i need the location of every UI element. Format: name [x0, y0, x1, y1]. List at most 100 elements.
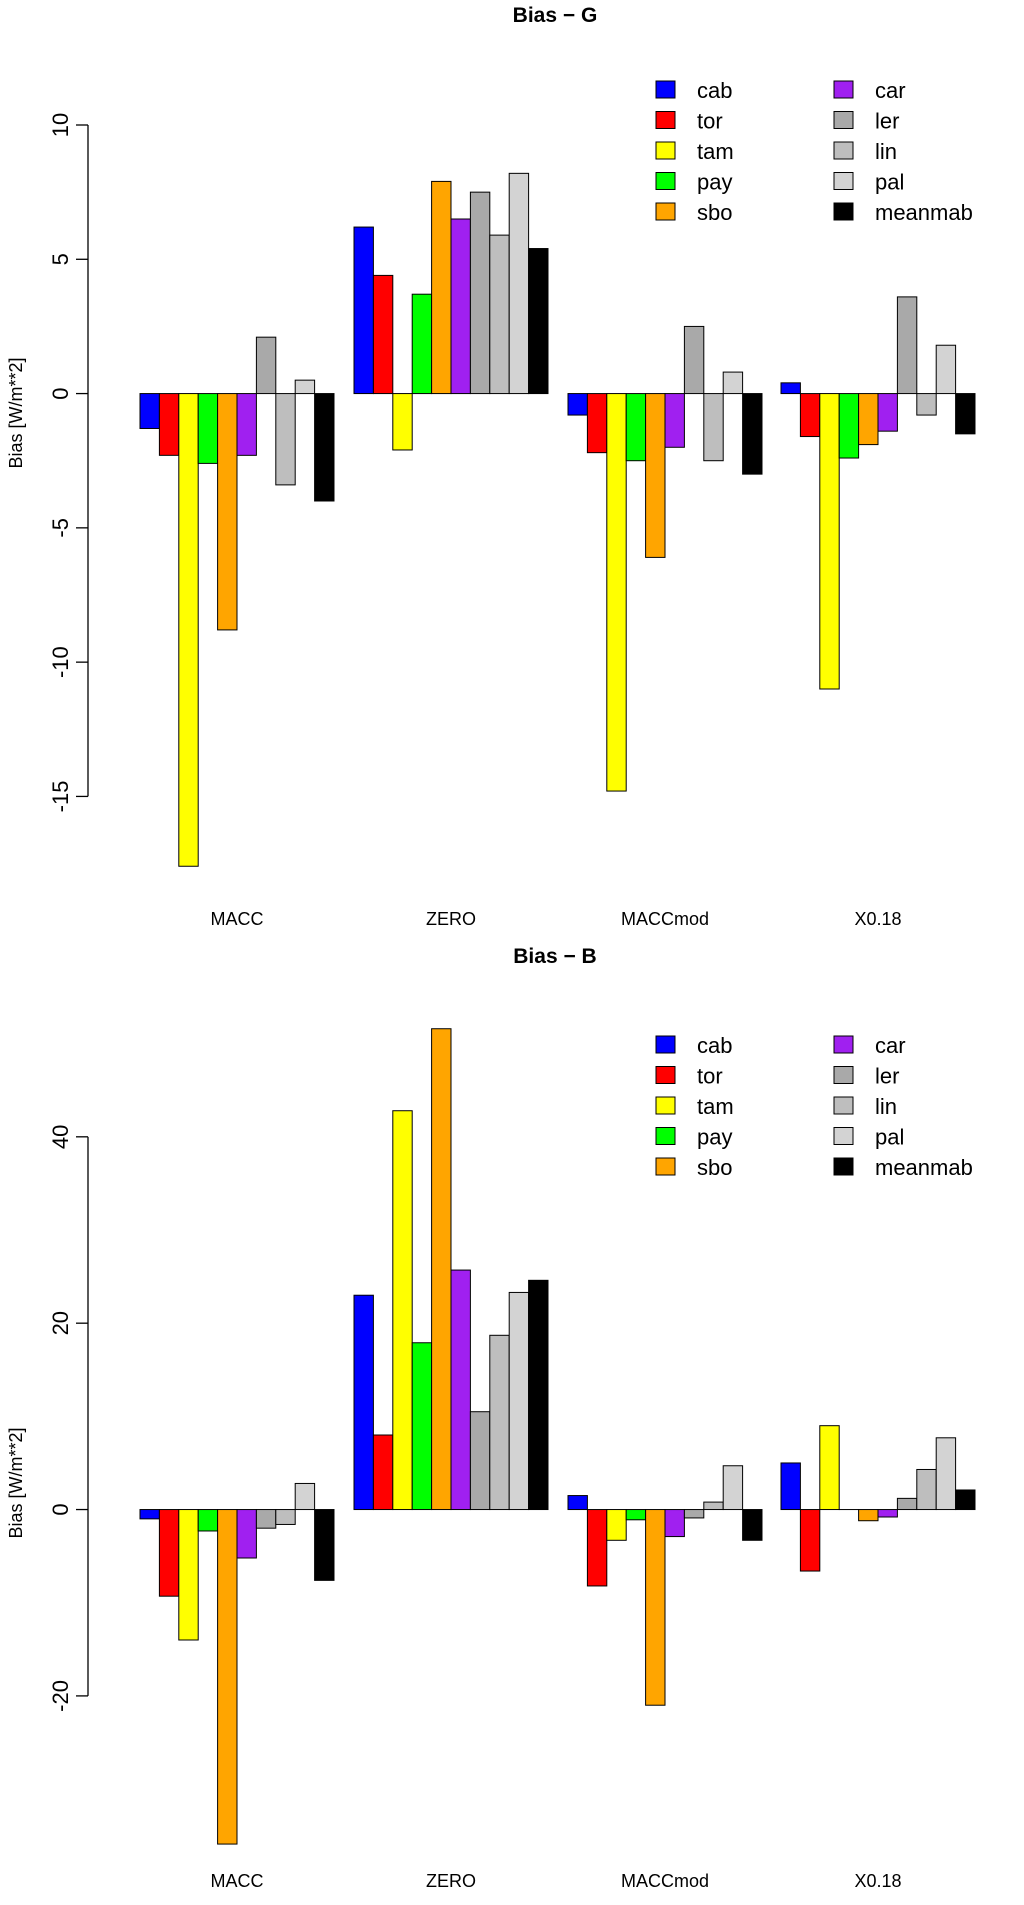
- y-tick-label: -20: [48, 1680, 73, 1712]
- bar-pal: [722, 1465, 744, 1511]
- category-label: MACCmod: [621, 909, 709, 929]
- bar-ler: [683, 325, 705, 395]
- bar-ler: [896, 296, 918, 395]
- legend-swatch-sbo: [655, 1157, 676, 1176]
- bar-pal: [294, 1482, 316, 1511]
- y-tick-label: -10: [48, 646, 73, 678]
- bar-sbo: [431, 1028, 452, 1511]
- legend-label: sbo: [697, 1155, 732, 1180]
- bar-sbo: [645, 1509, 666, 1706]
- legend-swatch-car: [833, 1035, 854, 1054]
- legend-label: lin: [875, 139, 897, 164]
- legend-swatch-lin: [833, 1096, 854, 1115]
- bar-pal: [935, 1437, 957, 1511]
- bar-lin: [703, 393, 724, 462]
- bar-meanmab: [314, 393, 335, 502]
- bar-tam: [819, 1425, 840, 1511]
- bar-sbo: [431, 180, 452, 395]
- y-tick-label: -5: [48, 518, 73, 538]
- legend-label: cab: [697, 78, 732, 103]
- bar-meanmab: [955, 393, 976, 435]
- legend-label: car: [875, 1033, 906, 1058]
- y-tick-label: 0: [48, 387, 73, 399]
- bar-cab: [353, 1294, 374, 1511]
- bar-lin: [489, 234, 510, 395]
- legend-swatch-ler: [833, 111, 854, 129]
- legend-swatch-tam: [655, 141, 676, 160]
- bar-sbo: [645, 393, 666, 558]
- legend-swatch-pal: [833, 1127, 854, 1145]
- bar-cab: [780, 382, 801, 395]
- bar-cab: [780, 1462, 801, 1511]
- legend-label: ler: [875, 109, 899, 134]
- bar-lin: [916, 393, 937, 416]
- legend-label: tam: [697, 1094, 734, 1119]
- bar-tor: [586, 393, 608, 454]
- bar-pay: [625, 1509, 647, 1521]
- legend-swatch-tor: [655, 111, 676, 129]
- bar-car: [877, 1509, 898, 1518]
- bar-tam: [392, 1110, 413, 1511]
- legend-swatch-lin: [833, 141, 854, 160]
- legend-swatch-sbo: [655, 202, 676, 221]
- bar-tor: [158, 1509, 180, 1597]
- legend-swatch-cab: [655, 1035, 676, 1054]
- bar-tam: [606, 1509, 627, 1541]
- bar-car: [664, 393, 685, 448]
- bar-lin: [275, 393, 296, 486]
- legend-label: cab: [697, 1033, 732, 1058]
- bar-pay: [197, 393, 219, 464]
- legend-label: pay: [697, 170, 732, 195]
- bar-ler: [469, 1411, 491, 1511]
- legend-swatch-pay: [655, 1127, 676, 1145]
- bar-pay: [411, 293, 433, 395]
- legend-swatch-tam: [655, 1096, 676, 1115]
- chart-title: Bias − B: [513, 945, 596, 968]
- bar-tam: [606, 393, 627, 792]
- legend-label: meanmab: [875, 1155, 973, 1180]
- bar-ler: [683, 1509, 705, 1519]
- chart-panel-g: Bias − G Bias [W/m**2] 10 5 0 -5 -10 -15 MACC Z…: [6, 4, 976, 929]
- y-tick-label: -15: [48, 781, 73, 813]
- legend-label: tor: [697, 1064, 723, 1089]
- category-label: MACC: [211, 1871, 264, 1891]
- legend-label: tam: [697, 139, 734, 164]
- category-label: X0.18: [854, 1871, 901, 1891]
- legend-label: ler: [875, 1064, 899, 1089]
- legend-label: sbo: [697, 200, 732, 225]
- chart-panel-b: Bias − B Bias [W/m**2] 40 20 0 -20 MACC ZERO M…: [6, 945, 976, 1891]
- bar-ler: [469, 191, 491, 395]
- bar-tam: [392, 393, 413, 451]
- bar-cab: [353, 226, 374, 395]
- category-label: MACC: [211, 909, 264, 929]
- bar-ler: [255, 336, 277, 395]
- bar-ler: [896, 1497, 918, 1511]
- y-tick-label: 10: [48, 113, 73, 137]
- bar-meanmab: [742, 1509, 763, 1541]
- bar-tor: [799, 1509, 821, 1572]
- bar-sbo: [858, 1509, 879, 1522]
- bar-car: [236, 1509, 257, 1559]
- legend-label: pay: [697, 1125, 732, 1150]
- bar-car: [877, 393, 898, 432]
- category-label: ZERO: [426, 909, 476, 929]
- y-axis-label: Bias [W/m**2]: [6, 1427, 26, 1538]
- bar-ler: [255, 1509, 277, 1529]
- legend-swatch-cab: [655, 80, 676, 99]
- bar-car: [664, 1509, 685, 1538]
- y-axis-label: Bias [W/m**2]: [6, 357, 26, 468]
- bar-pal: [935, 344, 957, 395]
- legend-label: meanmab: [875, 200, 973, 225]
- bar-meanmab: [528, 248, 549, 395]
- bar-lin: [916, 1468, 937, 1511]
- bar-car: [450, 218, 471, 395]
- bar-pay: [197, 1509, 219, 1532]
- category-label: ZERO: [426, 1871, 476, 1891]
- bar-lin: [703, 1501, 724, 1511]
- legend-label: tor: [697, 109, 723, 134]
- bar-pal: [722, 371, 744, 395]
- bar-pal: [508, 172, 530, 395]
- bar-car: [236, 393, 257, 456]
- bar-tam: [178, 1509, 199, 1641]
